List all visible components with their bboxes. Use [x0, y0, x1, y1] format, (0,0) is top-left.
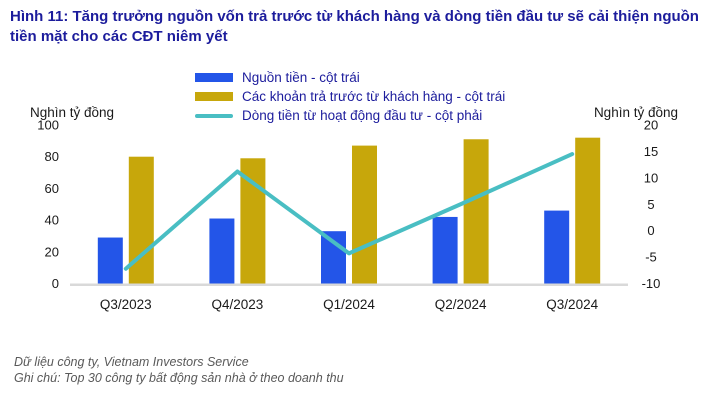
figure-footer: Dữ liệu công ty, Vietnam Investors Servi…: [14, 354, 344, 386]
chart-legend: Nguồn tiền - cột trái Các khoản trả trướ…: [195, 70, 505, 123]
tra-truoc-bar-q1-2024: [352, 145, 377, 284]
nguon-tien-bar-q3-2023: [97, 237, 123, 284]
legend-label-nguon-tien: Nguồn tiền - cột trái: [242, 70, 360, 85]
left-axis-tick-0: 0: [52, 276, 59, 291]
legend-label-tra-truoc: Các khoản trả trước từ khách hàng - cột …: [242, 89, 506, 104]
x-axis-label-q4-2023: Q4/2023: [212, 297, 264, 312]
gold-bar-swatch: [195, 92, 233, 101]
right-axis-tick-5: 5: [647, 197, 654, 212]
right-axis-tick-10: 10: [644, 170, 658, 185]
legend-item-dong-tien-dau-tu: Dòng tiền từ hoạt động đầu tư - cột phải: [195, 108, 505, 123]
left-axis-tick-40: 40: [45, 213, 59, 228]
right-axis-tick-20: 20: [644, 118, 658, 133]
x-axis-label-q1-2024: Q1/2024: [323, 297, 375, 312]
legend-item-nguon-tien: Nguồn tiền - cột trái: [195, 70, 505, 85]
nguon-tien-bar-q4-2023: [209, 218, 235, 284]
figure-title: Hình 11: Tăng trưởng nguồn vốn trả trước…: [10, 8, 699, 45]
x-axis-label-q3-2024: Q3/2024: [546, 297, 598, 312]
dong-tien-dau-tu-line: [123, 152, 575, 271]
left-axis-tick-60: 60: [45, 181, 59, 196]
x-axis-label-q3-2023: Q3/2023: [100, 297, 152, 312]
tra-truoc-bar-q2-2024: [463, 139, 489, 284]
right-axis-tick--10: -10: [642, 276, 661, 291]
right-axis-unit-label: Nghìn tỷ đồng: [593, 105, 678, 120]
x-axis-label-q2-2024: Q2/2024: [435, 297, 487, 312]
nguon-tien-bar-q2-2024: [432, 216, 458, 284]
right-axis-tick--5: -5: [645, 250, 657, 265]
nguon-tien-bar-q3-2024: [544, 210, 570, 284]
source-note: Dữ liệu công ty, Vietnam Investors Servi…: [14, 355, 249, 369]
teal-line-swatch: [195, 113, 233, 118]
nguon-tien-bar-q1-2024: [321, 231, 346, 284]
legend-item-tra-truoc: Các khoản trả trước từ khách hàng - cột …: [195, 89, 505, 104]
left-axis-tick-100: 100: [37, 118, 59, 133]
blue-bar-swatch: [195, 73, 233, 82]
legend-label-dong-tien-dau-tu: Dòng tiền từ hoạt động đầu tư - cột phải: [242, 108, 483, 123]
footnote: Ghi chú: Top 30 công ty bất động sản nhà…: [14, 371, 344, 385]
tra-truoc-bar-q3-2024: [575, 137, 601, 284]
left-axis-tick-80: 80: [45, 149, 59, 164]
right-axis-tick-15: 15: [644, 144, 658, 159]
left-axis-unit-label: Nghìn tỷ đồng: [30, 105, 115, 120]
left-axis-tick-20: 20: [45, 244, 59, 259]
right-axis-tick-0: 0: [647, 223, 654, 238]
